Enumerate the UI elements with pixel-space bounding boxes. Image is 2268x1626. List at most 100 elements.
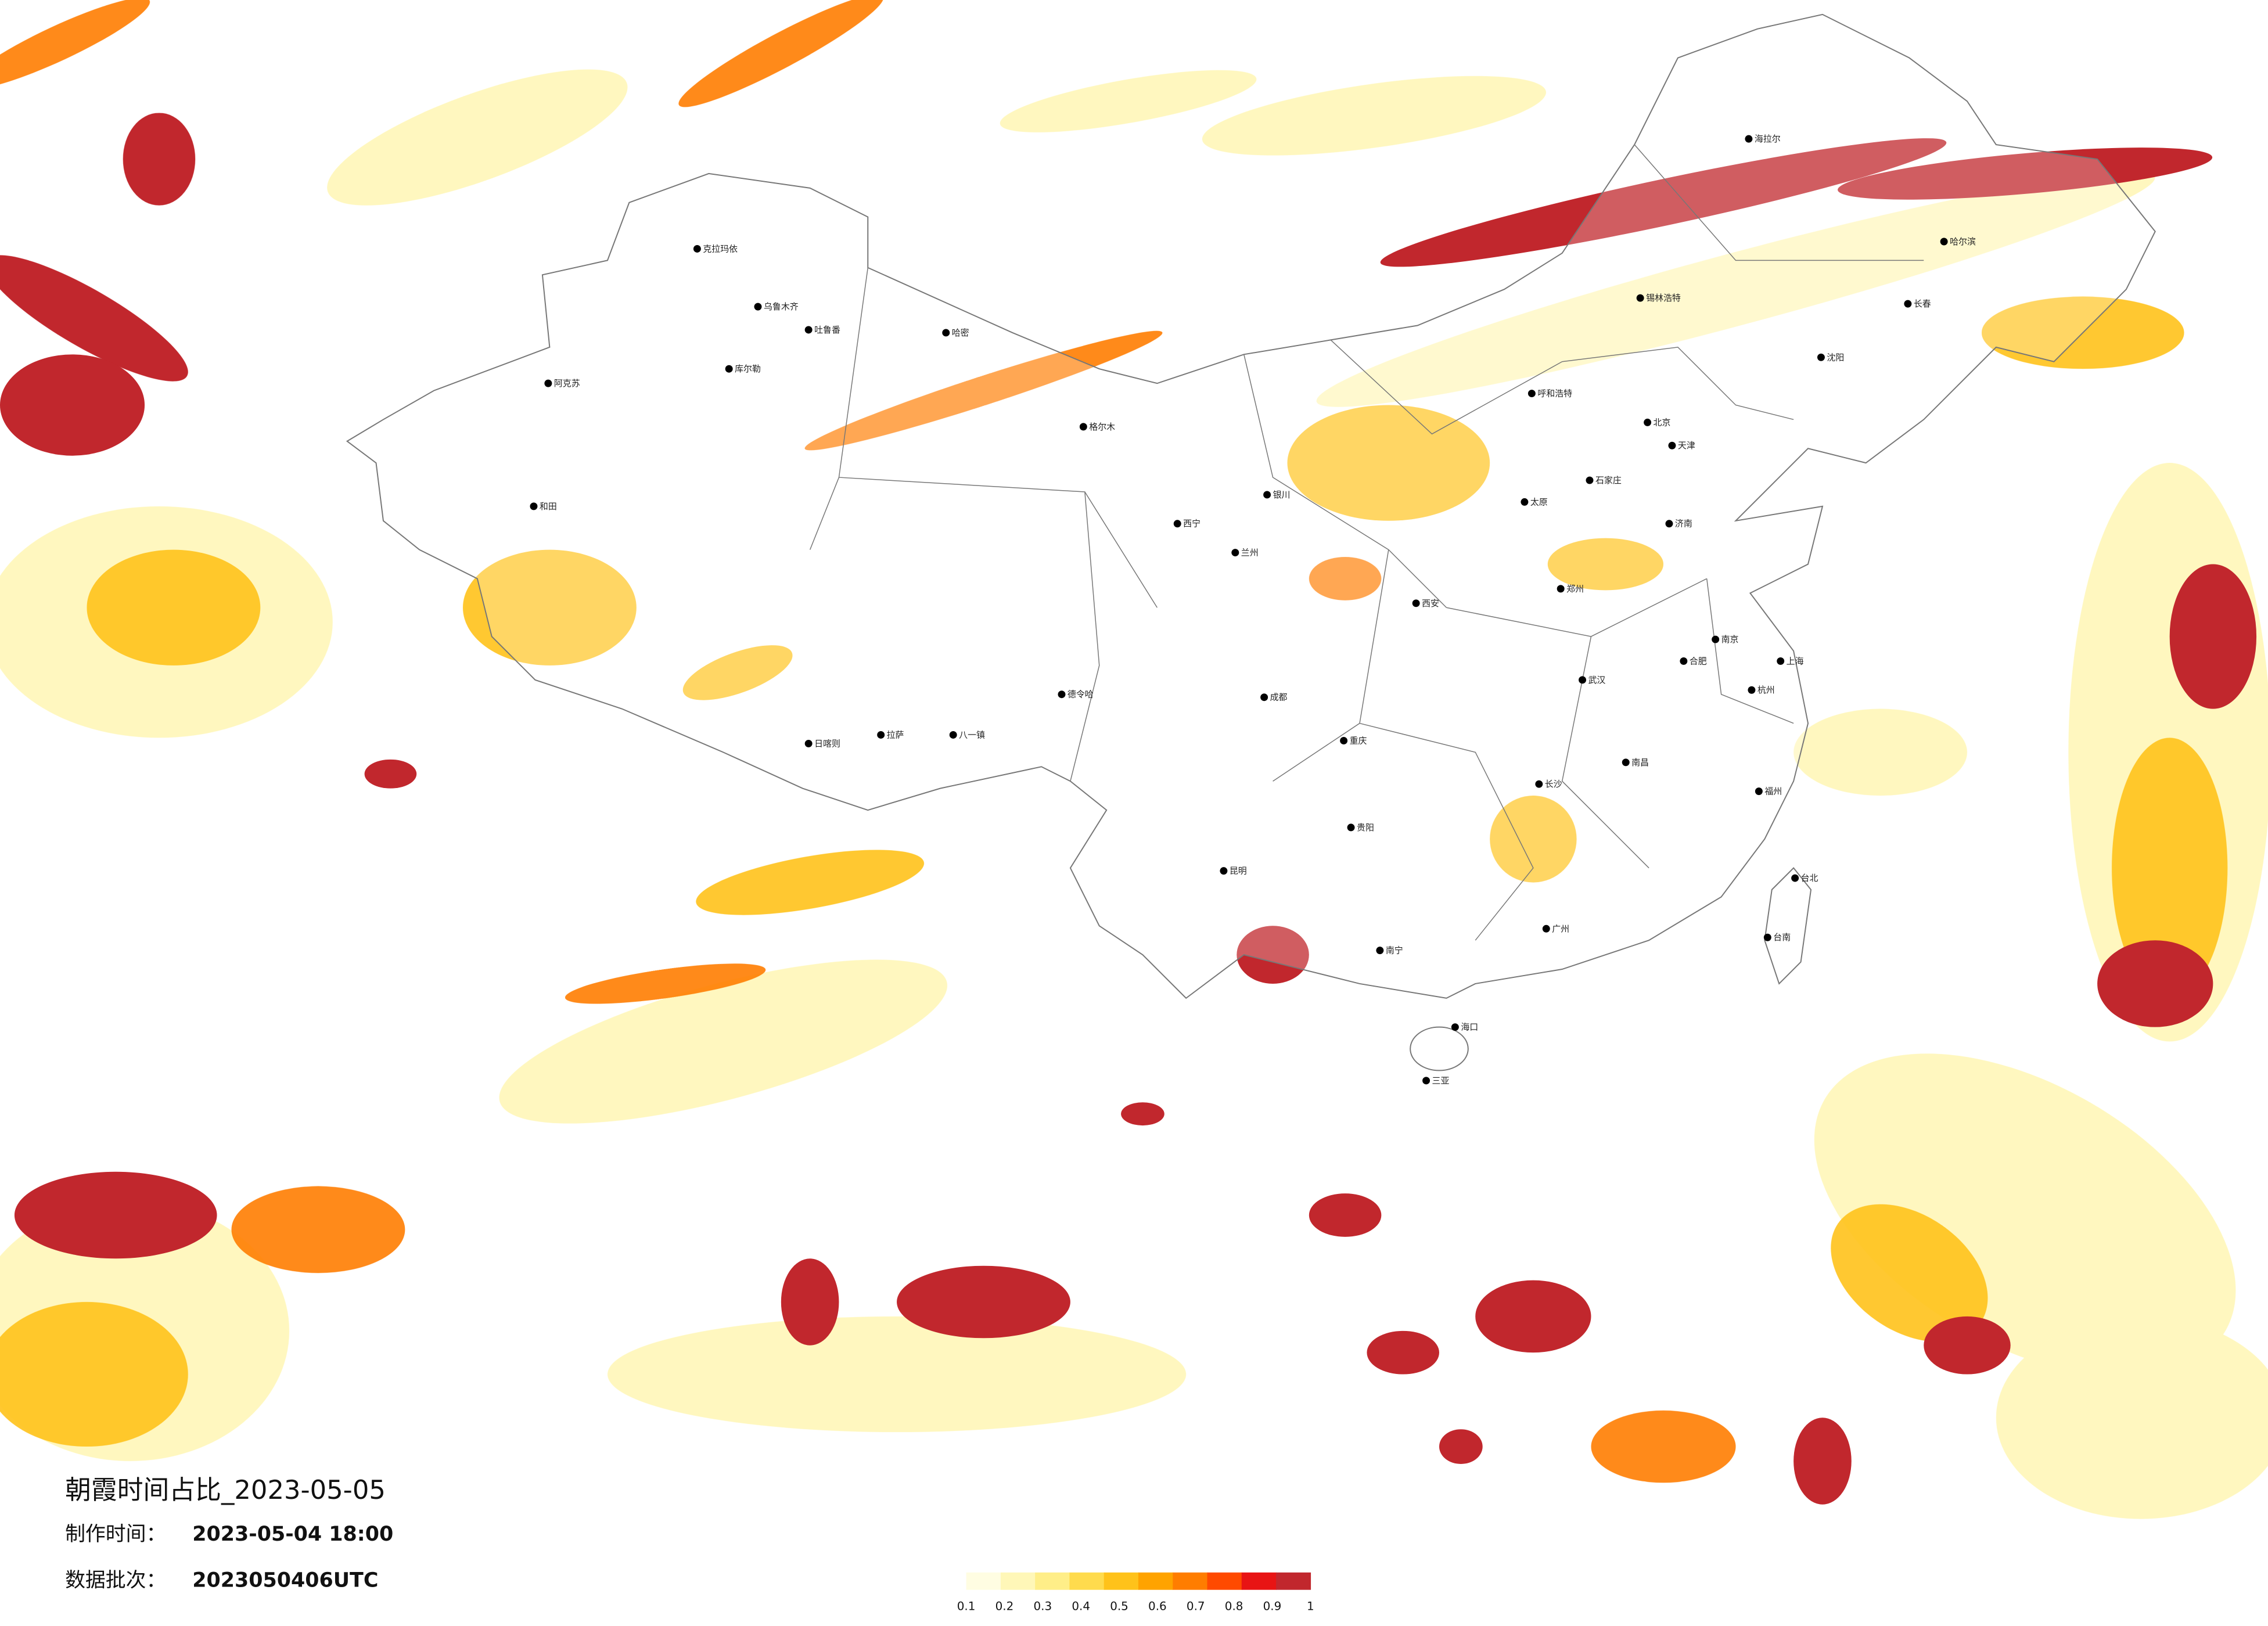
city-dot bbox=[949, 731, 957, 739]
city-dot bbox=[1173, 520, 1181, 528]
colorbar-swatch bbox=[1000, 1572, 1036, 1590]
city-dot bbox=[1347, 823, 1355, 832]
batch-value: 2023050406UTC bbox=[192, 1569, 378, 1592]
city-dot bbox=[1220, 867, 1228, 875]
city-dot bbox=[754, 303, 762, 311]
batch-label: 数据批次： bbox=[65, 1569, 166, 1592]
city-dot bbox=[804, 326, 813, 334]
city-label: 三亚 bbox=[1432, 1075, 1450, 1086]
city-label: 北京 bbox=[1654, 417, 1671, 427]
city-dot bbox=[1412, 599, 1420, 607]
city-label: 和田 bbox=[540, 501, 557, 512]
colorbar-tick: 1 bbox=[1307, 1600, 1314, 1613]
city-label: 格尔木 bbox=[1089, 422, 1115, 432]
city-label: 拉萨 bbox=[887, 729, 904, 740]
city-dot bbox=[1586, 476, 1594, 484]
title: 朝霞时间占比_2023-05-05 bbox=[65, 1474, 386, 1505]
city-dot bbox=[1817, 353, 1825, 361]
city-label: 长春 bbox=[1914, 298, 1931, 309]
colorbar-tick: 0.8 bbox=[1225, 1600, 1243, 1613]
city-label: 德令哈 bbox=[1067, 689, 1094, 700]
city-dot bbox=[1557, 585, 1565, 593]
city-dot bbox=[530, 502, 538, 510]
city-label: 哈密 bbox=[952, 328, 969, 338]
city-dot bbox=[693, 244, 701, 253]
colorbar-tick: 0.2 bbox=[995, 1600, 1014, 1613]
city-label: 南昌 bbox=[1631, 757, 1649, 768]
city-dot bbox=[804, 739, 813, 747]
city-label: 郑州 bbox=[1566, 584, 1584, 594]
city-dot bbox=[1665, 520, 1673, 528]
city-label: 乌鲁木齐 bbox=[764, 301, 799, 312]
production-label: 制作时间： bbox=[65, 1523, 166, 1546]
city-label: 海拉尔 bbox=[1755, 134, 1781, 144]
city-label: 合肥 bbox=[1690, 656, 1707, 666]
city-label: 天津 bbox=[1678, 440, 1695, 451]
city-dot bbox=[1263, 491, 1271, 499]
city-dot bbox=[1636, 294, 1644, 302]
colorbar-swatch bbox=[1241, 1572, 1277, 1590]
city-label: 长沙 bbox=[1545, 779, 1562, 789]
city-dot bbox=[1745, 135, 1753, 143]
city-dot bbox=[1777, 657, 1785, 665]
heat-layer bbox=[0, 0, 2268, 1519]
city-label: 银川 bbox=[1273, 490, 1291, 500]
colorbar-swatch bbox=[1104, 1572, 1139, 1590]
city-dot bbox=[544, 379, 552, 387]
city-label: 成都 bbox=[1270, 692, 1288, 703]
colorbar-swatch bbox=[1173, 1572, 1208, 1590]
city-label: 石家庄 bbox=[1595, 475, 1622, 485]
city-dot bbox=[1644, 418, 1652, 426]
production-value: 2023-05-04 18:00 bbox=[192, 1523, 393, 1546]
colorbar-swatch bbox=[1069, 1572, 1105, 1590]
city-dot bbox=[1763, 933, 1771, 941]
city-dot bbox=[1535, 780, 1543, 788]
colorbar-tick: 0.3 bbox=[1033, 1600, 1052, 1613]
city-dot bbox=[1231, 549, 1239, 557]
city-label: 台南 bbox=[1773, 932, 1791, 942]
colorbar-swatch bbox=[1276, 1572, 1311, 1590]
colorbar-tick: 0.4 bbox=[1072, 1600, 1090, 1613]
city-label: 吐鲁番 bbox=[814, 325, 840, 335]
city-dot bbox=[1527, 390, 1536, 398]
city-label: 上海 bbox=[1787, 656, 1804, 666]
city-label: 广州 bbox=[1552, 923, 1569, 934]
city-dot bbox=[1260, 693, 1268, 702]
city-dot bbox=[725, 365, 733, 373]
colorbar-swatch bbox=[1035, 1572, 1070, 1590]
city-label: 库尔勒 bbox=[735, 364, 761, 374]
city-label: 呼和浩特 bbox=[1537, 388, 1572, 399]
colorbar-swatch bbox=[1207, 1572, 1242, 1590]
city-label: 贵阳 bbox=[1357, 822, 1374, 833]
colorbar-tick: 0.1 bbox=[957, 1600, 976, 1613]
city-label: 西宁 bbox=[1183, 519, 1201, 529]
city-dot bbox=[1622, 758, 1630, 767]
city-dot bbox=[1542, 924, 1550, 933]
city-dot bbox=[1058, 690, 1066, 699]
city-dot bbox=[1422, 1077, 1430, 1085]
city-label: 台北 bbox=[1801, 873, 1818, 883]
city-label: 南宁 bbox=[1386, 945, 1403, 956]
city-label: 锡林浩特 bbox=[1646, 293, 1681, 303]
city-dot bbox=[1940, 238, 1948, 246]
city-label: 福州 bbox=[1764, 786, 1782, 797]
city-label: 日喀则 bbox=[814, 738, 840, 749]
colorbar-tick: 0.7 bbox=[1187, 1600, 1205, 1613]
colorbar-swatch bbox=[1138, 1572, 1173, 1590]
city-dot bbox=[1748, 686, 1756, 694]
city-label: 杭州 bbox=[1757, 685, 1775, 695]
city-label: 太原 bbox=[1530, 497, 1548, 507]
city-dot bbox=[1755, 787, 1763, 796]
city-label: 沈阳 bbox=[1827, 352, 1844, 362]
colorbar: 0.1 0.2 0.3 0.4 0.5 0.6 0.7 0.8 0.9 1 bbox=[957, 1572, 1314, 1613]
city-dot bbox=[942, 329, 950, 337]
city-dot bbox=[1451, 1023, 1459, 1031]
colorbar-swatch bbox=[966, 1572, 1001, 1590]
city-label: 昆明 bbox=[1230, 866, 1247, 876]
city-dot bbox=[877, 731, 885, 739]
colorbar-tick: 0.9 bbox=[1263, 1600, 1282, 1613]
city-dot bbox=[1079, 423, 1087, 431]
